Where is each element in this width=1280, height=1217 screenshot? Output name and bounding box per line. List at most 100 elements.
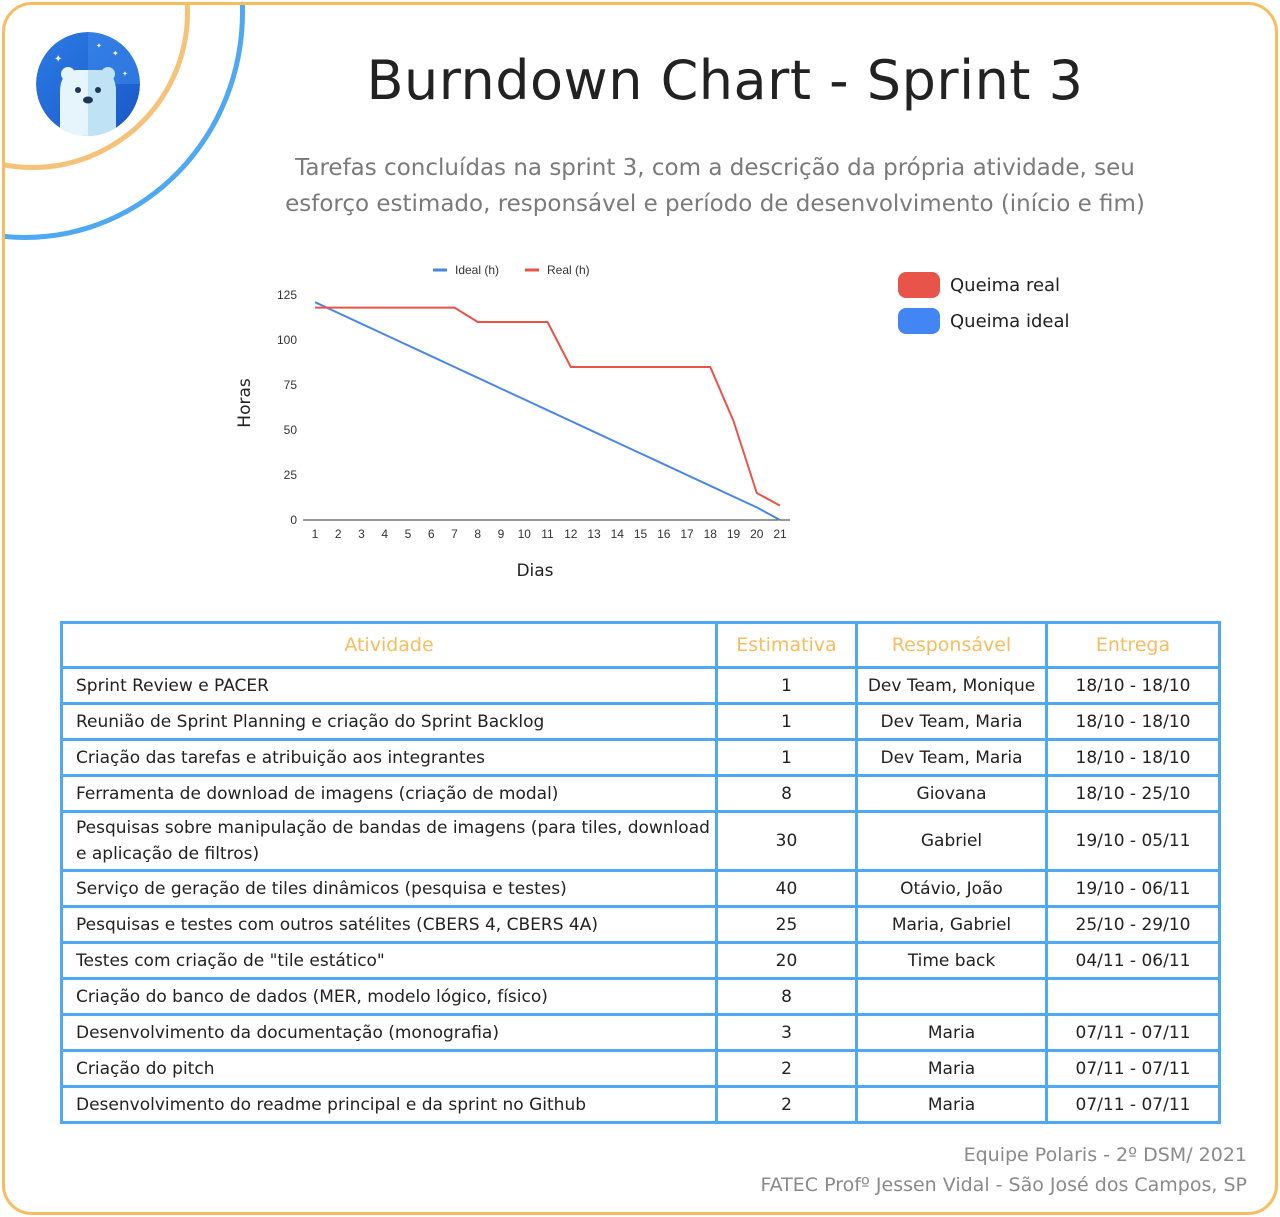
polar-bear-logo: ✦ ✦ ✦ ✦ <box>36 32 140 136</box>
cell-delivery: 04/11 - 06/11 <box>1045 941 1221 980</box>
cell-delivery: 25/10 - 29/10 <box>1045 905 1221 944</box>
cell-activity: Testes com criação de "tile estático" <box>60 941 718 980</box>
y-tick-label: 50 <box>284 423 298 437</box>
cell-owner: Maria, Gabriel <box>855 905 1048 944</box>
footer-team: Equipe Polaris - 2º DSM/ 2021 <box>963 1144 1247 1166</box>
cell-activity: Desenvolvimento da documentação (monogra… <box>60 1013 718 1052</box>
legend-label-real: Real (h) <box>547 263 590 277</box>
x-tick-label: 16 <box>657 527 671 541</box>
ideal-swatch <box>898 308 940 334</box>
cell-delivery: 07/11 - 07/11 <box>1045 1085 1221 1124</box>
header-atividade: Atividade <box>60 621 718 669</box>
x-tick-label: 4 <box>381 527 388 541</box>
svg-text:✦: ✦ <box>122 70 128 78</box>
cell-estimate: 8 <box>715 977 858 1016</box>
table-row: Pesquisas sobre manipulação de bandas de… <box>60 810 1221 872</box>
x-tick-label: 1 <box>312 527 319 541</box>
svg-text:✦: ✦ <box>96 42 102 50</box>
series-line-real <box>315 306 781 507</box>
page-title: Burndown Chart - Sprint 3 <box>366 49 1084 112</box>
x-tick-label: 9 <box>498 527 505 541</box>
cell-activity: Desenvolvimento do readme principal e da… <box>60 1085 718 1124</box>
side-legend-item-real: Queima real <box>898 267 1069 303</box>
cell-activity: Criação das tarefas e atribuição aos int… <box>60 738 718 777</box>
y-tick-label: 100 <box>277 333 297 347</box>
cell-activity: Criação do pitch <box>60 1049 718 1088</box>
cell-owner: Time back <box>855 941 1048 980</box>
x-tick-label: 19 <box>727 527 741 541</box>
table-row: Desenvolvimento do readme principal e da… <box>60 1085 1221 1124</box>
y-tick-label: 0 <box>290 513 297 527</box>
svg-text:✦: ✦ <box>54 54 62 65</box>
series-line-ideal <box>314 301 781 521</box>
cell-owner: Dev Team, Maria <box>855 738 1048 777</box>
cell-owner: Maria <box>855 1013 1048 1052</box>
table-row: Criação do banco de dados (MER, modelo l… <box>60 977 1221 1016</box>
cell-estimate: 3 <box>715 1013 858 1052</box>
table-row: Testes com criação de "tile estático" 20 T… <box>60 941 1221 980</box>
cell-delivery: 19/10 - 05/11 <box>1045 810 1221 872</box>
x-tick-label: 7 <box>451 527 458 541</box>
y-tick-label: 125 <box>277 288 297 302</box>
footer-institution: FATEC Profº Jessen Vidal - São José dos … <box>760 1174 1247 1196</box>
cell-delivery: 18/10 - 18/10 <box>1045 666 1221 705</box>
cell-estimate: 40 <box>715 869 858 908</box>
svg-text:✦: ✦ <box>112 49 119 58</box>
real-swatch <box>898 272 940 298</box>
cell-activity: Serviço de geração de tiles dinâmicos (p… <box>60 869 718 908</box>
cell-activity: Sprint Review e PACER <box>60 666 718 705</box>
subtitle-line-2: esforço estimado, responsável e período … <box>285 191 1145 217</box>
cell-estimate: 25 <box>715 905 858 944</box>
header-estimativa: Estimativa <box>715 621 858 669</box>
cell-owner: Dev Team, Maria <box>855 702 1048 741</box>
table-row: Desenvolvimento da documentação (monogra… <box>60 1013 1221 1052</box>
x-tick-label: 18 <box>704 527 718 541</box>
side-legend: Queima real Queima ideal <box>898 267 1069 339</box>
y-axis-label: Horas <box>235 378 255 428</box>
y-tick-label: 25 <box>284 468 298 482</box>
cell-owner: Maria <box>855 1085 1048 1124</box>
cell-owner: Giovana <box>855 774 1048 813</box>
cell-estimate: 8 <box>715 774 858 813</box>
x-tick-label: 11 <box>541 527 554 541</box>
cell-estimate: 2 <box>715 1085 858 1124</box>
x-tick-label: 5 <box>405 527 412 541</box>
cell-estimate: 1 <box>715 738 858 777</box>
cell-delivery: 18/10 - 18/10 <box>1045 702 1221 741</box>
tasks-table: Atividade Estimativa Responsável Entrega… <box>60 621 1221 1124</box>
x-tick-label: 15 <box>634 527 648 541</box>
cell-estimate: 20 <box>715 941 858 980</box>
header-entrega: Entrega <box>1045 621 1221 669</box>
cell-activity: Criação do banco de dados (MER, modelo l… <box>60 977 718 1016</box>
x-tick-label: 17 <box>680 527 694 541</box>
x-tick-label: 21 <box>773 527 787 541</box>
cell-owner: Dev Team, Monique <box>855 666 1048 705</box>
cell-estimate: 1 <box>715 702 858 741</box>
cell-activity: Pesquisas sobre manipulação de bandas de… <box>60 810 718 872</box>
y-tick-label: 75 <box>284 378 298 392</box>
x-tick-label: 10 <box>518 527 532 541</box>
cell-activity: Pesquisas e testes com outros satélites … <box>60 905 718 944</box>
cell-owner: Maria <box>855 1049 1048 1088</box>
x-tick-label: 20 <box>750 527 764 541</box>
cell-estimate: 1 <box>715 666 858 705</box>
x-tick-label: 3 <box>358 527 365 541</box>
side-legend-item-ideal: Queima ideal <box>898 303 1069 339</box>
cell-activity: Ferramenta de download de imagens (criaç… <box>60 774 718 813</box>
x-tick-label: 14 <box>611 527 625 541</box>
x-tick-label: 6 <box>428 527 435 541</box>
x-tick-label: 13 <box>587 527 601 541</box>
table-row: Reunião de Sprint Planning e criação do … <box>60 702 1221 741</box>
table-row: Criação do pitch 2 Maria 07/11 - 07/11 <box>60 1049 1221 1088</box>
cell-delivery: 19/10 - 06/11 <box>1045 869 1221 908</box>
side-legend-label-ideal: Queima ideal <box>950 310 1070 332</box>
x-tick-label: 8 <box>474 527 481 541</box>
table-row: Criação das tarefas e atribuição aos int… <box>60 738 1221 777</box>
side-legend-label-real: Queima real <box>950 274 1061 296</box>
cell-activity: Reunião de Sprint Planning e criação do … <box>60 702 718 741</box>
x-tick-label: 12 <box>564 527 578 541</box>
header-responsavel: Responsável <box>855 621 1048 669</box>
cell-delivery: 18/10 - 18/10 <box>1045 738 1221 777</box>
